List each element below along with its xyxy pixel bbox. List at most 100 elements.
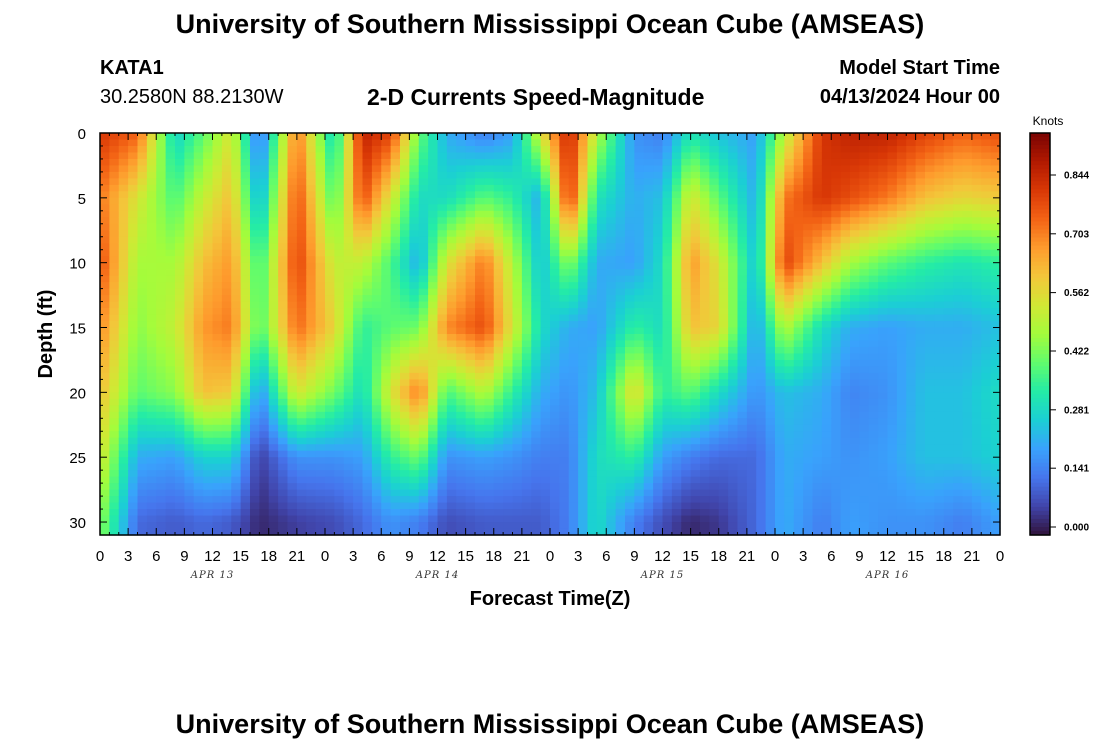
- heatmap-cell: [812, 353, 823, 361]
- heatmap-cell: [278, 502, 289, 510]
- heatmap-cell: [615, 152, 626, 160]
- heatmap-cell: [690, 476, 701, 484]
- heatmap-cell: [165, 450, 176, 458]
- heatmap-cell: [690, 197, 701, 205]
- heatmap-cell: [662, 191, 673, 199]
- heatmap-cell: [559, 243, 570, 251]
- heatmap-cell: [371, 262, 382, 270]
- heatmap-cell: [840, 236, 851, 244]
- heatmap-cell: [250, 405, 260, 413]
- heatmap-cell: [193, 243, 204, 251]
- heatmap-cell: [456, 275, 467, 283]
- heatmap-cell: [165, 424, 176, 432]
- heatmap-cell: [456, 282, 467, 290]
- heatmap-cell: [418, 133, 429, 141]
- heatmap-cell: [681, 256, 692, 264]
- heatmap-cell: [250, 321, 260, 329]
- heatmap-cell: [653, 133, 664, 141]
- heatmap-cell: [325, 470, 335, 478]
- heatmap-cell: [840, 223, 851, 231]
- heatmap-cell: [128, 145, 139, 154]
- heatmap-cell: [643, 379, 654, 387]
- heatmap-cell: [503, 502, 514, 510]
- heatmap-cell: [315, 366, 326, 374]
- heatmap-cell: [446, 288, 457, 296]
- heatmap-cell: [137, 223, 148, 231]
- heatmap-cell: [325, 171, 335, 179]
- heatmap-cell: [193, 398, 204, 406]
- heatmap-cell: [615, 353, 626, 361]
- heatmap-cell: [596, 158, 607, 167]
- heatmap-cell: [718, 411, 729, 419]
- heatmap-cell: [268, 496, 279, 504]
- heatmap-cell: [221, 301, 232, 309]
- heatmap-cell: [118, 139, 129, 147]
- heatmap-cell: [390, 321, 401, 329]
- heatmap-cell: [165, 256, 176, 264]
- heatmap-cell: [409, 392, 420, 400]
- heatmap-cell: [821, 457, 832, 465]
- heatmap-cell: [709, 437, 720, 445]
- heatmap-cell: [371, 178, 382, 186]
- heatmap-cell: [559, 262, 570, 270]
- heatmap-cell: [606, 243, 617, 251]
- heatmap-cell: [184, 269, 195, 277]
- heatmap-cell: [409, 178, 420, 186]
- heatmap-cell: [203, 236, 214, 244]
- heatmap-cell: [793, 470, 804, 478]
- heatmap-cell: [821, 379, 832, 387]
- heatmap-cell: [559, 256, 570, 264]
- heatmap-cell: [221, 165, 232, 173]
- heatmap-cell: [793, 359, 804, 368]
- heatmap-cell: [568, 509, 579, 517]
- heatmap-cell: [193, 483, 204, 491]
- heatmap-cell: [118, 152, 129, 160]
- heatmap-cell: [775, 470, 785, 478]
- heatmap-cell: [634, 359, 645, 368]
- heatmap-cell: [381, 463, 392, 471]
- heatmap-cell: [728, 178, 739, 186]
- heatmap-cell: [737, 509, 748, 517]
- heatmap-cell: [287, 483, 298, 491]
- heatmap-cell: [634, 152, 645, 160]
- heatmap-cell: [343, 509, 354, 517]
- heatmap-cell: [850, 165, 860, 173]
- heatmap-cell: [615, 158, 626, 167]
- heatmap-cell: [306, 489, 317, 497]
- heatmap-cell: [118, 171, 129, 179]
- heatmap-cell: [521, 249, 532, 257]
- heatmap-cell: [325, 411, 335, 419]
- heatmap-cell: [128, 470, 139, 478]
- heatmap-cell: [625, 197, 635, 205]
- heatmap-cell: [606, 269, 617, 277]
- heatmap-cell: [625, 256, 635, 264]
- heatmap-cell: [831, 463, 842, 471]
- heatmap-cell: [812, 236, 823, 244]
- heatmap-cell: [831, 359, 842, 368]
- heatmap-cell: [850, 327, 860, 335]
- heatmap-cell: [437, 301, 448, 309]
- heatmap-cell: [465, 502, 476, 510]
- heatmap-cell: [812, 295, 823, 303]
- heatmap-cell: [606, 411, 617, 419]
- heatmap-cell: [700, 372, 710, 380]
- heatmap-cell: [156, 340, 167, 348]
- heatmap-cell: [371, 470, 382, 478]
- heatmap-cell: [343, 340, 354, 348]
- heatmap-cell: [709, 359, 720, 368]
- heatmap-cell: [371, 457, 382, 465]
- heatmap-cell: [193, 152, 204, 160]
- heatmap-cell: [615, 483, 626, 491]
- heatmap-cell: [371, 450, 382, 458]
- heatmap-cell: [550, 295, 560, 303]
- heatmap-cell: [409, 411, 420, 419]
- heatmap-cell: [184, 158, 195, 167]
- heatmap-cell: [437, 463, 448, 471]
- heatmap-cell: [568, 158, 579, 167]
- heatmap-cell: [540, 340, 551, 348]
- heatmap-cell: [315, 139, 326, 147]
- heatmap-cell: [568, 392, 579, 400]
- heatmap-cell: [212, 230, 223, 238]
- heatmap-cell: [296, 204, 307, 212]
- heatmap-cell: [315, 191, 326, 199]
